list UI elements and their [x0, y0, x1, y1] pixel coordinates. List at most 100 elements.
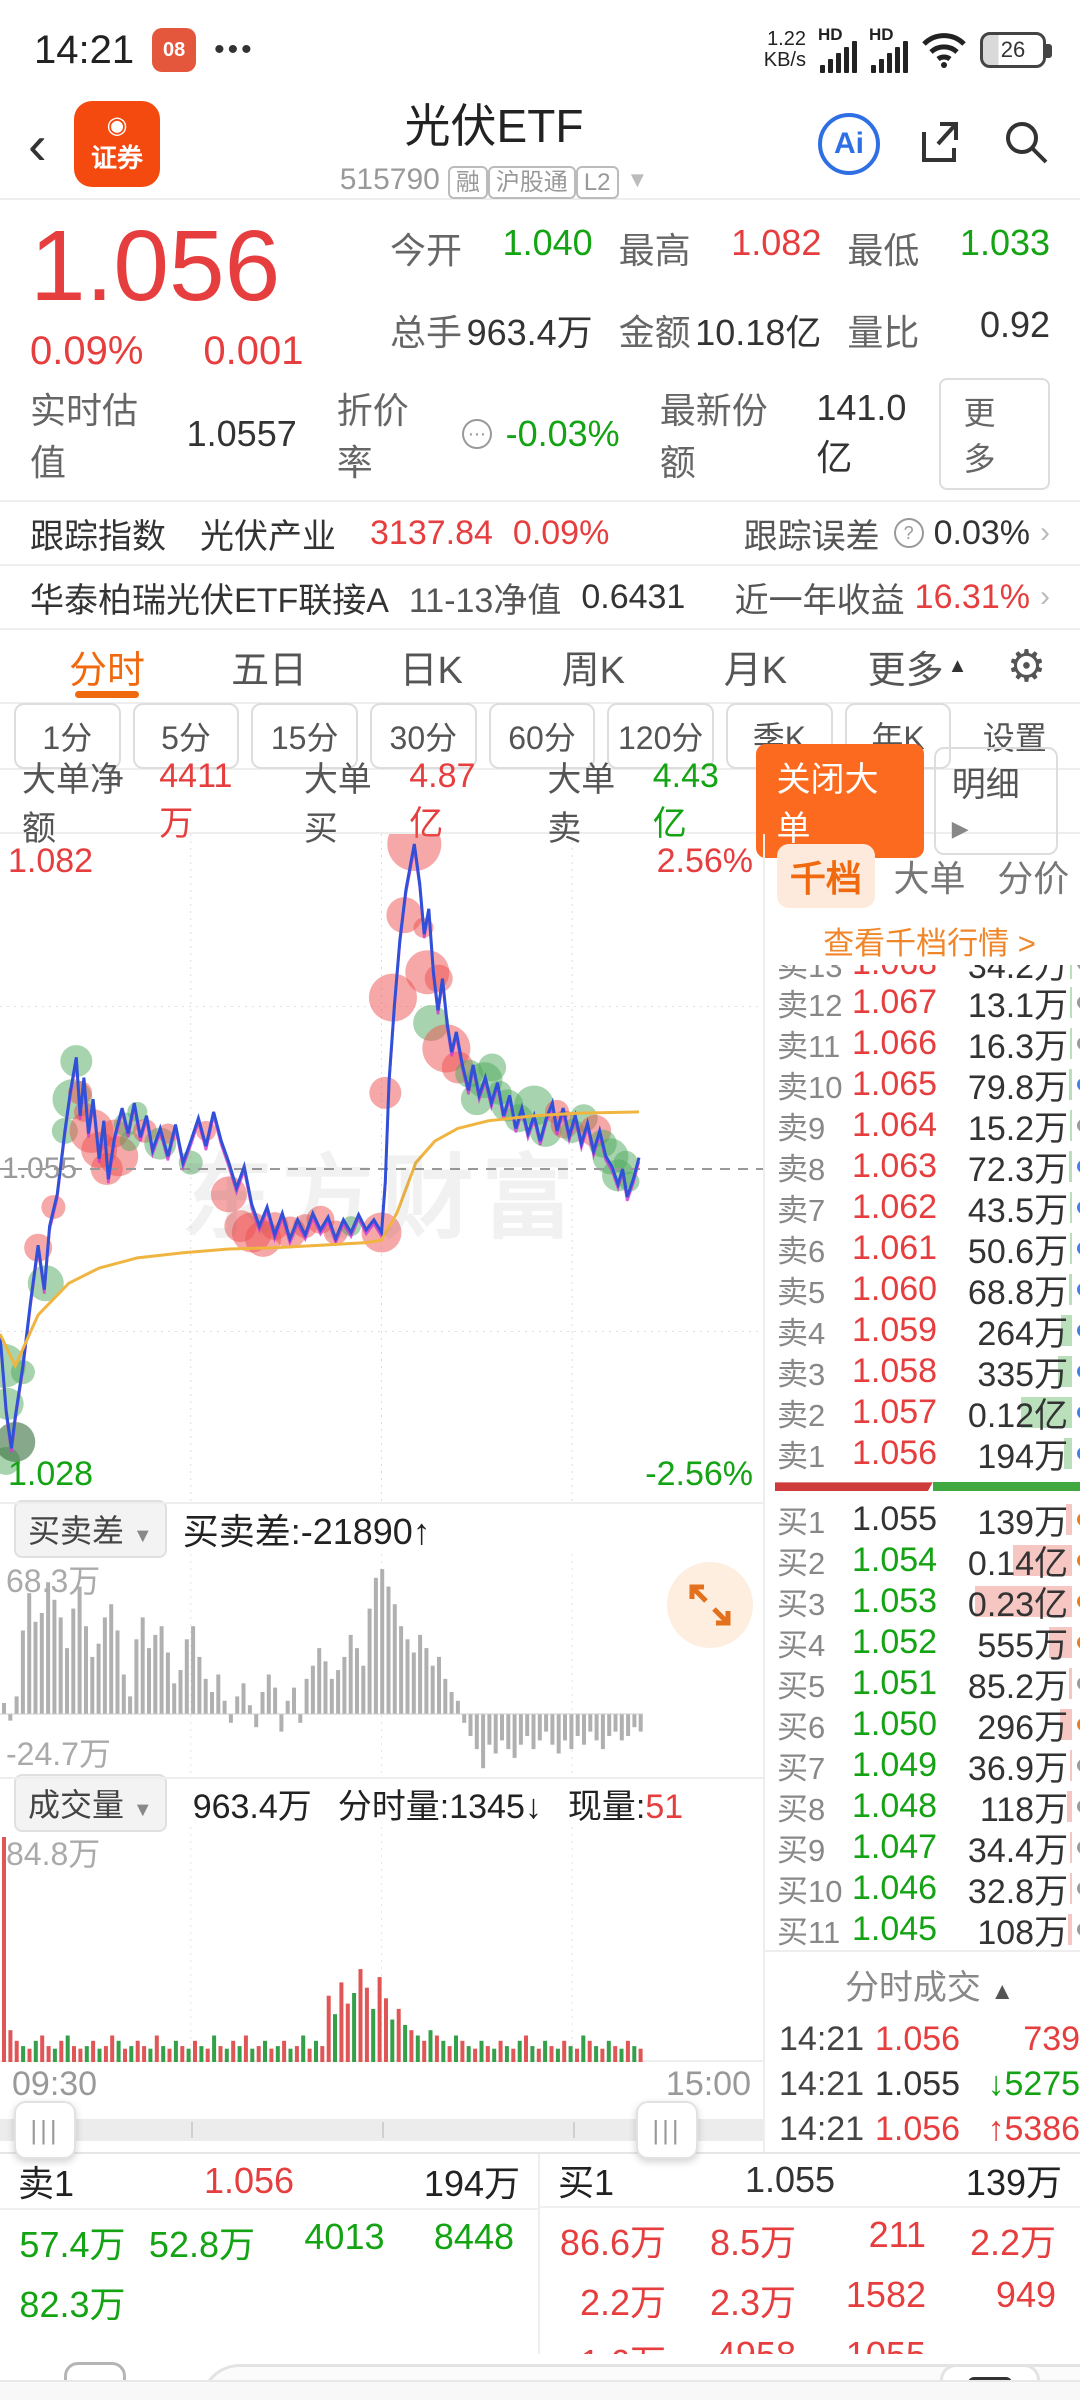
gear-icon[interactable]: ⚙ [1006, 641, 1047, 691]
tab-weekly[interactable]: 周K [561, 649, 625, 692]
sell-level-row[interactable]: 卖9 1.064 15.2万 [765, 1105, 1080, 1148]
sell-level-row[interactable]: 卖131.06834.2万 [765, 965, 1080, 982]
sticker-button[interactable] [940, 2364, 1040, 2380]
level-volume: 85.2万 [967, 1668, 1069, 1707]
tick-trade-row[interactable]: 14:21 1.056 739 [765, 2017, 1080, 2062]
queue-lot: 4013 [304, 2216, 385, 2257]
buy-level-row[interactable]: 买4 1.052 555万 [765, 1622, 1080, 1665]
interval-tab-1分[interactable]: 1分 [14, 703, 121, 769]
buy-queue[interactable]: 买1 1.055 139万 86.6万 8.5万 211 2.2万 2.2万 2.3万 15… [540, 2154, 1080, 2383]
info-icon[interactable]: ⋯ [462, 419, 492, 449]
estimate-value: 1.0557 [186, 413, 297, 454]
tab-more[interactable]: 更多 ▲ [867, 649, 968, 692]
nav-item-trade[interactable]: ¥交易 [210, 2388, 382, 2400]
interval-tab-120分[interactable]: 120分 [607, 703, 715, 769]
volume-selector[interactable]: 成交量 ▼ [14, 1774, 167, 1832]
buy-level-row[interactable]: 买6 1.050 296万 [765, 1704, 1080, 1747]
level-volume: 194万 [977, 1438, 1069, 1477]
tick-trade-row[interactable]: 14:21 1.056 ↑5386 [765, 2107, 1080, 2152]
interval-tab-15分[interactable]: 15分 [251, 703, 359, 769]
thousand-levels-link[interactable]: 查看千档行情 > [823, 926, 1036, 961]
tab-minute[interactable]: 分时 [26, 630, 188, 702]
tab-thousand-levels[interactable]: 千档 [777, 844, 875, 908]
depth-bar [1070, 987, 1073, 1019]
buy-level-row[interactable]: 买2 1.054 0.14亿 [765, 1540, 1080, 1583]
broker-logo[interactable]: ◉ 证券 [74, 101, 160, 187]
tick-trades-header[interactable]: 分时成交 ▲ [844, 1969, 1015, 2008]
tab-monthly[interactable]: 月K [723, 649, 788, 692]
diff-selector[interactable]: 买卖差 ▼ [14, 1500, 167, 1558]
sell-level-row[interactable]: 卖4 1.059 264万 [765, 1310, 1080, 1353]
nav-item-post[interactable]: 发帖 [554, 2388, 726, 2400]
buy-level-row[interactable]: 买1 1.055 139万 [765, 1499, 1080, 1542]
queue-lot [399, 2276, 529, 2328]
sell-level-row[interactable]: 卖2 1.057 0.12亿 [765, 1392, 1080, 1435]
shield-icon: ◉ [106, 111, 128, 139]
share-button[interactable] [914, 116, 966, 173]
feeder-fund-row[interactable]: 华泰柏瑞光伏ETF联接A 11-13净值 0.6431 近一年收益 16.31%… [0, 566, 1080, 630]
minute-volume: 分时量:1345↓ [337, 1787, 542, 1826]
sell-level-row[interactable]: 卖6 1.061 50.6万 [765, 1228, 1080, 1271]
diff-chart[interactable]: 68.3万 -24.7万 [0, 1554, 763, 1779]
order-dot-icon [1068, 1447, 1080, 1461]
chart-scrollbar[interactable]: ||| ||| [0, 2101, 763, 2159]
depth-bar [1068, 1069, 1073, 1101]
tab-5day[interactable]: 五日 [231, 649, 308, 692]
scrollbar-handle-right[interactable]: ||| [636, 2101, 698, 2159]
tracked-index-row[interactable]: 跟踪指数 光伏产业 3137.84 0.09% 跟踪误差 ? 0.03% › [0, 502, 1080, 566]
tab-daily[interactable]: 日K [399, 649, 463, 692]
scrollbar-handle-left[interactable]: ||| [14, 2101, 76, 2159]
sell-level-row[interactable]: 卖8 1.063 72.3万 [765, 1146, 1080, 1189]
tick-trade-row[interactable]: 14:21 1.055 ↓5275 [765, 2062, 1080, 2107]
nav-item-invest[interactable]: 定投 [382, 2388, 554, 2400]
buy-level-row[interactable]: 买5 1.051 85.2万 [765, 1663, 1080, 1706]
nav-item-watchlist[interactable]: 设自选 [898, 2388, 1070, 2400]
sell-level-row[interactable]: 卖12 1.067 13.1万 [765, 982, 1080, 1025]
post-icon [609, 2395, 671, 2400]
sell-level-row[interactable]: 卖10 1.065 79.8万 [765, 1064, 1080, 1107]
search-button[interactable] [1000, 116, 1052, 173]
interval-tab-30分[interactable]: 30分 [370, 703, 477, 769]
buy-level-row[interactable]: 买7 1.049 36.9万 [765, 1745, 1080, 1788]
sell-level-row[interactable]: 卖7 1.062 43.5万 [765, 1187, 1080, 1230]
expand-icon[interactable] [667, 1562, 753, 1648]
level-label: 买11 [777, 1915, 841, 1949]
buy-level-row[interactable]: 买3 1.053 0.23亿 [765, 1581, 1080, 1624]
nav-item-features[interactable]: 功能 [726, 2388, 898, 2400]
sell-level-row[interactable]: 卖3 1.058 335万 [765, 1351, 1080, 1394]
chevron-down-icon[interactable]: ▼ [626, 167, 649, 192]
ai-assistant-button[interactable]: Ai [818, 113, 880, 175]
sell-level-row[interactable]: 卖11 1.066 16.3万 [765, 1023, 1080, 1066]
tick-price: 1.055 [875, 2065, 961, 2104]
buy-level-row[interactable]: 买8 1.048 118万 [765, 1786, 1080, 1829]
tab-price-dist[interactable]: 分价 [997, 858, 1070, 899]
close-big-order-button[interactable]: 关闭大单 [756, 744, 924, 858]
interval-tab-5分[interactable]: 5分 [132, 703, 240, 769]
tick-time: 14:21 [779, 2020, 865, 2059]
volume-chart[interactable]: 84.8万 [0, 1827, 763, 2062]
sell-level-row[interactable]: 卖5 1.060 68.8万 [765, 1269, 1080, 1312]
interval-tab-60分[interactable]: 60分 [488, 703, 596, 769]
depth-bar [1063, 1438, 1073, 1470]
scrollbar-track[interactable] [0, 2119, 763, 2141]
order-dot-icon [1068, 1554, 1080, 1568]
title-block[interactable]: 光伏ETF 515790 融沪股通 L2 ▼ [170, 90, 818, 199]
buy-level-row[interactable]: 买10 1.046 32.8万 [765, 1868, 1080, 1911]
emoji-icon[interactable] [64, 2362, 126, 2380]
sell-queue[interactable]: 卖1 1.056 194万 57.4万 52.8万 4013 8448 82.3万 [0, 2154, 540, 2354]
buy-level-row[interactable]: 买9 1.047 34.4万 [765, 1827, 1080, 1870]
tick-price: 1.056 [875, 2110, 961, 2149]
minute-chart[interactable]: 东方财富 1.082 2.56% 1.028 -2.56% 1.055 [0, 817, 763, 1504]
buy-level-row[interactable]: 买11 1.045 108万 [765, 1909, 1080, 1948]
diff-min-label: -24.7万 [6, 1736, 111, 1772]
tab-big-orders[interactable]: 大单 [893, 858, 966, 899]
depth-bar [1070, 1873, 1073, 1905]
sell-level-row[interactable]: 卖1 1.056 194万 [765, 1433, 1080, 1476]
back-button[interactable]: ‹ [28, 112, 47, 176]
more-button[interactable]: 更多 [939, 378, 1050, 490]
detail-button[interactable]: 明细 ▶ [933, 747, 1059, 855]
nav-index-summary[interactable]: ▲ 4017.15 上证-0.31% [10, 2388, 210, 2400]
order-dot-icon [1068, 1718, 1080, 1732]
question-icon[interactable]: ? [893, 518, 924, 548]
stock-tags: 融沪股通 L2 [447, 162, 619, 199]
